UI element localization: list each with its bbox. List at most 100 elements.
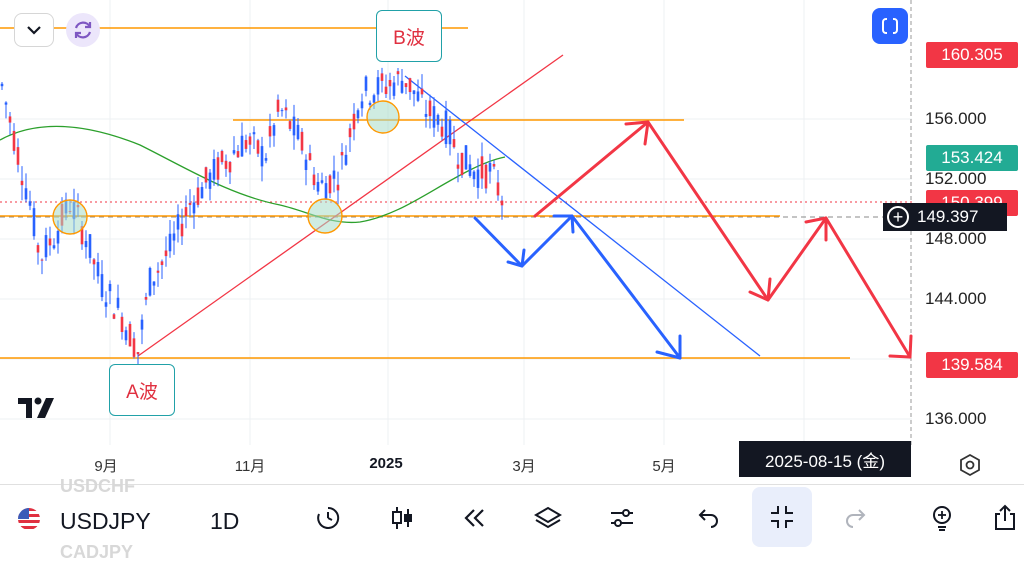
candle-body xyxy=(332,170,336,179)
candle-body xyxy=(300,131,304,151)
redo-icon xyxy=(846,509,866,528)
candle-body xyxy=(316,181,320,192)
chart-settings-icon[interactable] xyxy=(957,452,983,478)
candle-body xyxy=(184,207,188,217)
ghost-symbol-below: CADJPY xyxy=(60,542,134,562)
candle-body xyxy=(216,157,220,180)
candle-body xyxy=(132,338,136,357)
candle-body xyxy=(128,323,132,347)
wave-a-label: A波 xyxy=(109,364,175,416)
candle-body xyxy=(276,99,280,112)
price-tag-high: 160.305 xyxy=(926,42,1018,68)
candle-body xyxy=(96,262,100,277)
candle-body xyxy=(456,164,460,169)
rewind-button[interactable] xyxy=(448,490,500,546)
candlestick-series xyxy=(0,67,504,367)
settings-sliders-button[interactable] xyxy=(596,490,648,546)
candle-body xyxy=(220,150,224,163)
candle-body xyxy=(436,114,440,125)
candle-body xyxy=(108,283,112,292)
candle-body xyxy=(208,172,212,189)
candle-body xyxy=(56,230,60,244)
candle-body xyxy=(120,316,124,333)
candle-body xyxy=(356,110,360,119)
undo-icon xyxy=(698,509,718,528)
candle-body xyxy=(4,102,8,105)
crosshair-price-label[interactable]: + 149.397 xyxy=(883,203,1007,231)
us-flag-icon xyxy=(18,508,40,530)
fit-screen-button[interactable] xyxy=(752,487,812,547)
y-tick: 156.000 xyxy=(925,109,987,128)
y-tick: 144.000 xyxy=(925,289,987,308)
chevron-down-icon xyxy=(27,26,41,35)
price-tag-low: 139.584 xyxy=(926,352,1018,378)
candle-body xyxy=(344,154,348,165)
candle-body xyxy=(28,201,32,206)
candle-body xyxy=(248,136,252,145)
last-price-value: 149.397 xyxy=(917,207,979,226)
highlight-circles xyxy=(52,100,400,235)
interval-selector[interactable]: 1D xyxy=(210,508,240,534)
candle-body xyxy=(52,245,56,249)
candle-body xyxy=(44,235,48,258)
candle-body xyxy=(336,184,340,191)
candle-body xyxy=(312,174,316,186)
candle-body xyxy=(156,270,160,273)
candle-body xyxy=(452,139,456,148)
candle-body xyxy=(320,180,324,183)
replay-icon xyxy=(317,506,340,529)
candle-body xyxy=(440,126,444,137)
crosshair-date-label: 2025-08-15 (金) xyxy=(739,441,911,477)
candle-body xyxy=(448,119,452,145)
ghost-symbol-above: USDCHF xyxy=(60,476,135,496)
replay-button[interactable] xyxy=(302,490,354,546)
candle-body xyxy=(112,314,116,319)
chart-grid xyxy=(0,0,912,445)
share-icon xyxy=(995,504,1015,530)
undo-button[interactable] xyxy=(682,490,734,546)
uptrend-line[interactable] xyxy=(137,54,564,357)
redo-button[interactable] xyxy=(830,490,882,546)
blue-forecast-arrows xyxy=(473,214,682,360)
layers-icon xyxy=(534,506,562,529)
chart-type-button[interactable] xyxy=(376,490,428,546)
downtrend-line[interactable] xyxy=(404,75,761,357)
candle-body xyxy=(48,238,52,246)
candle-body xyxy=(116,297,120,308)
x-tick: 3月 xyxy=(512,458,536,475)
candle-body xyxy=(444,110,448,145)
candle-body xyxy=(296,124,300,140)
plus-icon[interactable]: + xyxy=(887,206,909,228)
candle-body xyxy=(348,128,352,138)
wave-b-label: B波 xyxy=(376,10,442,62)
candle-body xyxy=(20,180,24,186)
candle-body xyxy=(172,233,176,241)
rewind-icon xyxy=(464,509,484,527)
horizontal-levels[interactable] xyxy=(0,27,850,359)
fullscreen-icon xyxy=(882,17,898,35)
candle-body xyxy=(16,147,20,165)
share-button[interactable] xyxy=(990,490,1024,546)
candle-body xyxy=(124,330,128,341)
fullscreen-button[interactable] xyxy=(872,8,908,44)
x-tick: 11月 xyxy=(234,458,266,475)
candle-body xyxy=(240,135,244,157)
x-tick: 9月 xyxy=(94,458,118,475)
candle-body xyxy=(308,153,312,161)
refresh-button[interactable] xyxy=(66,13,100,47)
candle-body xyxy=(428,100,432,117)
candle-body xyxy=(400,80,404,93)
candle-body xyxy=(364,76,368,91)
symbol-selector[interactable]: USDJPY xyxy=(60,508,151,534)
candle-body xyxy=(464,145,468,170)
candle-body xyxy=(264,158,268,161)
candle-body xyxy=(488,162,492,172)
layers-button[interactable] xyxy=(522,490,574,546)
candle-body xyxy=(384,86,388,95)
ideas-button[interactable] xyxy=(916,490,968,546)
candle-body xyxy=(212,158,216,180)
candle-body xyxy=(392,82,396,96)
chart-dropdown-button[interactable] xyxy=(14,13,54,47)
candle-body xyxy=(12,130,16,151)
candle-body xyxy=(500,200,504,206)
